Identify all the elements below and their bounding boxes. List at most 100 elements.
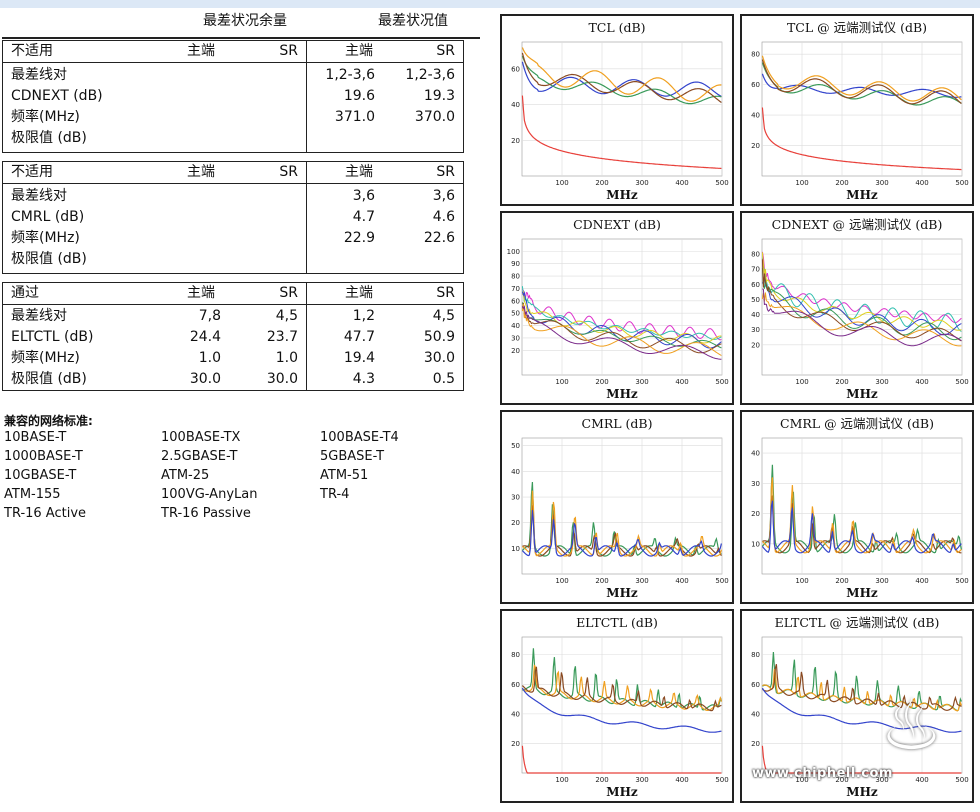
standard-item: ATM-25 (161, 468, 210, 483)
cdnext-chart-panel: CDNEXT (dB) 20 30 40 50 60 70 80 90 100 100 200 300 4… (500, 211, 734, 405)
chart-title: TCL (dB) (588, 20, 645, 35)
chart-title: CDNEXT @ 远端测试仪 (dB) (772, 217, 943, 232)
y-tick-label: 60 (511, 65, 520, 73)
top-accent-bar (0, 0, 980, 8)
x-tick-label: 100 (795, 577, 808, 585)
chart-title: ELTCTL @ 远端测试仪 (dB) (775, 615, 940, 630)
x-tick-label: 500 (955, 577, 968, 585)
row-label: 极限值 (dB) (11, 130, 87, 146)
y-tick-label: 20 (751, 341, 760, 349)
x-tick-label: 400 (915, 378, 928, 386)
cdnext-table: 不适用 主端 SR 主端 SR 最差线对 1,2-3,6 1,2-3,6 CDN… (2, 40, 464, 153)
y-tick-label: 30 (511, 334, 520, 342)
x-tick-label: 300 (875, 776, 888, 784)
tcl-chart-panel: TCL (dB) 20 40 60 100 200 300 400 500 MHz (500, 14, 734, 206)
row-value: 22.6 (423, 230, 455, 246)
row-value: 4.3 (352, 371, 375, 387)
y-tick-label: 40 (511, 710, 520, 718)
y-tick-label: 80 (751, 251, 760, 259)
y-tick-label: 40 (751, 710, 760, 718)
row-value: 4,5 (432, 308, 455, 324)
series-trace (521, 95, 722, 169)
y-tick-label: 20 (751, 510, 760, 518)
x-tick-label: 500 (955, 378, 968, 386)
x-tick-label: 400 (675, 776, 688, 784)
row-value: 30.0 (423, 350, 455, 366)
series-trace (521, 61, 722, 98)
row-value: 3,6 (352, 188, 375, 204)
row-label: 频率(MHz) (11, 230, 80, 246)
series-trace (521, 47, 722, 102)
y-tick-label: 40 (511, 101, 520, 109)
standard-item: ATM-51 (320, 468, 369, 483)
standard-item: TR-16 Active (4, 506, 87, 521)
chart-svg: TCL @ 远端测试仪 (dB) 20 40 60 80 100 200 300 400 500 M… (751, 20, 969, 202)
y-tick-label: 60 (511, 681, 520, 689)
y-tick-label: 20 (511, 740, 520, 748)
standard-item: 100BASE-TX (161, 430, 241, 445)
series-trace (762, 288, 962, 347)
x-tick-label: 400 (675, 577, 688, 585)
x-tick-label: 100 (555, 577, 568, 585)
row-value: 30.0 (189, 371, 221, 387)
chart-svg: CMRL @ 远端测试仪 (dB) 10 20 30 40 100 200 300 400 500… (751, 416, 969, 600)
row-value: 19.6 (343, 88, 375, 104)
row-value: 19.3 (423, 88, 455, 104)
chart-svg: CDNEXT (dB) 20 30 40 50 60 70 80 90 100 100 200 300 4… (507, 217, 729, 401)
x-tick-label: 500 (715, 577, 728, 585)
row-label: CMRL (dB) (11, 209, 85, 225)
x-tick-label: 300 (635, 378, 648, 386)
series-trace (521, 52, 722, 103)
x-tick-label: 200 (595, 179, 608, 187)
col-sr: SR (279, 285, 298, 301)
x-tick-label: 100 (555, 179, 568, 187)
y-tick-label: 40 (511, 322, 520, 330)
row-value: 4.6 (432, 209, 455, 225)
series-trace (761, 59, 962, 105)
x-tick-label: 400 (915, 776, 928, 784)
row-value: 50.9 (423, 329, 455, 345)
row-value: 3,6 (432, 188, 455, 204)
x-axis-label: MHz (846, 188, 878, 202)
chart-title: CDNEXT (dB) (573, 217, 661, 232)
x-tick-label: 100 (795, 378, 808, 386)
x-tick-label: 500 (955, 179, 968, 187)
row-value: 47.7 (343, 329, 375, 345)
header-rule (2, 37, 480, 39)
chart-svg: CDNEXT @ 远端测试仪 (dB) 20 30 40 50 60 70 80 100 200 3… (751, 217, 969, 401)
x-tick-label: 200 (595, 378, 608, 386)
y-tick-label: 60 (751, 681, 760, 689)
x-tick-label: 200 (835, 179, 848, 187)
y-tick-label: 20 (511, 519, 520, 527)
row-value: 1,2 (352, 308, 375, 324)
col-main: 主端 (187, 164, 215, 180)
x-tick-label: 100 (795, 179, 808, 187)
x-tick-label: 200 (835, 378, 848, 386)
y-tick-label: 80 (511, 651, 520, 659)
x-tick-label: 300 (875, 378, 888, 386)
y-tick-label: 40 (751, 450, 760, 458)
y-tick-label: 50 (511, 442, 520, 450)
y-tick-label: 60 (751, 281, 760, 289)
x-tick-label: 400 (915, 179, 928, 187)
series-trace (521, 303, 722, 356)
series-trace (761, 257, 962, 332)
series-trace (761, 73, 962, 98)
x-axis-label: MHz (846, 785, 878, 799)
row-value: 30.0 (266, 371, 298, 387)
x-tick-label: 300 (635, 577, 648, 585)
standard-item: 100BASE-T4 (320, 430, 399, 445)
row-value: 4.7 (352, 209, 375, 225)
y-tick-label: 30 (511, 494, 520, 502)
y-tick-label: 40 (511, 468, 520, 476)
standard-item: TR-16 Passive (161, 506, 251, 521)
watermark-text: www.chiphell.com (752, 766, 893, 781)
col-main: 主端 (345, 43, 373, 59)
x-tick-label: 200 (835, 776, 848, 784)
y-tick-label: 70 (751, 266, 760, 274)
col-main: 主端 (345, 285, 373, 301)
standard-item: 2.5GBASE-T (161, 449, 238, 464)
row-label: 极限值 (dB) (11, 251, 87, 267)
y-tick-label: 100 (507, 248, 520, 256)
y-tick-label: 10 (511, 545, 520, 553)
